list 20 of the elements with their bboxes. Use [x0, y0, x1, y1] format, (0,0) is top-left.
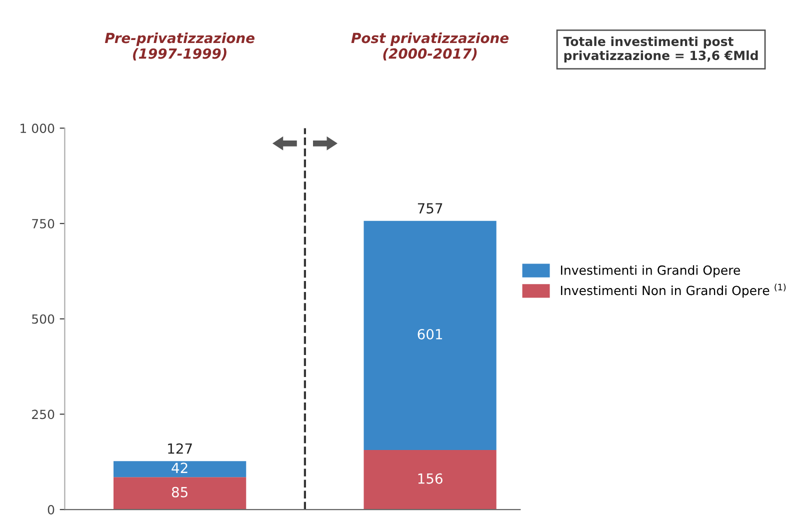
total-label: 127: [168, 443, 192, 454]
data-label: 85: [172, 486, 188, 498]
bar: [364, 450, 496, 510]
y-tick-label: 750: [32, 218, 54, 228]
legend-label: Investimenti Non in Grandi Opere $^{(1)}$: [561, 284, 786, 298]
text: Totale investimenti post privatizzazione = 13,6 €Mld: [563, 36, 758, 63]
x-tick-label: Pre-privatizzazione (1997-1999): [104, 32, 254, 60]
y-tick-label: 500: [32, 314, 54, 324]
data-label: 42: [172, 462, 188, 473]
bar: [114, 461, 246, 478]
total-label: 757: [418, 203, 442, 214]
y-tick-label: 250: [32, 410, 54, 420]
y-tick-label: 0: [48, 505, 54, 514]
x-tick-label: Post privatizzazione (2000-2017): [351, 32, 509, 60]
y-tick-label: 1 000: [20, 124, 54, 134]
bar: [364, 220, 496, 450]
data-label: 601: [418, 328, 442, 340]
bar: [114, 477, 246, 510]
data-label: 156: [418, 473, 442, 484]
legend-label: Investimenti in Grandi Opere: [561, 265, 740, 278]
